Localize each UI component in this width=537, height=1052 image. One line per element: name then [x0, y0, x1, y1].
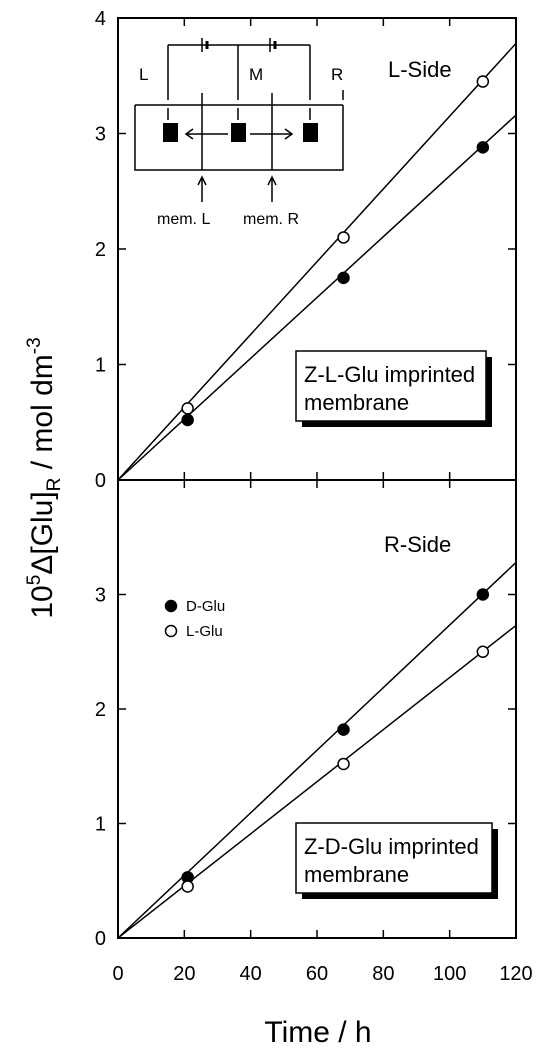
- inset-cell-outline: [134, 105, 344, 171]
- legend-label-l-glu: L-Glu: [186, 623, 223, 640]
- inset-label-r: R: [331, 65, 343, 84]
- x-axis-label: Time / h: [264, 1016, 371, 1049]
- inset-electrode-r: [303, 123, 318, 142]
- bottom-box-frame: [295, 822, 493, 894]
- legend: D-Glu L-Glu: [164, 598, 225, 640]
- x-tick-label: 60: [306, 963, 328, 985]
- legend-label-d-glu: D-Glu: [186, 598, 225, 615]
- data-point-l-glu: [337, 231, 350, 244]
- data-point-d-glu: [476, 588, 490, 601]
- inset-electrode-m: [231, 123, 246, 142]
- bottom-box-label: Z-D-Glu imprinted membrane: [295, 822, 498, 899]
- x-tick-label: 40: [240, 963, 262, 985]
- legend-marker-d-glu: [164, 599, 178, 613]
- bottom-box-line2: membrane: [304, 862, 409, 887]
- data-point-d-glu: [337, 723, 350, 736]
- inset-label-m: M: [249, 65, 263, 84]
- x-tick-label: 0: [112, 963, 123, 985]
- y-axis-label: 105Δ[Glu]R / mol dm-3: [24, 337, 65, 618]
- data-point-l-glu: [476, 75, 490, 88]
- y-tick-label: 1: [95, 814, 106, 836]
- inset-arrow-right-head: [284, 128, 294, 140]
- y-tick-label: 1: [95, 355, 106, 377]
- bottom-corner-label: R-Side: [384, 532, 451, 557]
- top-box-frame: [295, 350, 487, 422]
- inset-diagram: [134, 38, 344, 202]
- x-tick-label: 80: [372, 963, 394, 985]
- x-tick-label: 20: [173, 963, 195, 985]
- y-tick-label: 0: [95, 928, 106, 950]
- inset-arrow-left-head: [184, 128, 194, 140]
- y-tick-label: 0: [95, 470, 106, 492]
- chart-marks: [117, 42, 517, 939]
- inset-pointer-mem-r-head: [267, 175, 277, 186]
- data-point-l-glu: [337, 757, 350, 771]
- inset-pointer-mem-l-head: [197, 175, 207, 186]
- data-point-l-glu: [181, 880, 194, 893]
- top-box-line1: Z-L-Glu imprinted: [304, 362, 475, 387]
- inset-electrode-l: [163, 123, 178, 142]
- y-tick-label: 2: [95, 699, 106, 721]
- inset-label-l: L: [139, 65, 148, 84]
- data-point-d-glu: [337, 271, 350, 285]
- y-tick-label: 3: [95, 124, 106, 146]
- top-box-label: Z-L-Glu imprinted membrane: [295, 350, 492, 427]
- data-point-l-glu: [181, 402, 194, 415]
- y-tick-label: 2: [95, 239, 106, 261]
- bottom-box-line1: Z-D-Glu imprinted: [304, 834, 479, 859]
- data-point-l-glu: [476, 645, 490, 658]
- inset-label-mem-l: mem. L: [157, 211, 210, 228]
- inset-label-mem-r: mem. R: [243, 211, 299, 228]
- data-point-d-glu: [181, 413, 194, 427]
- x-tick-label: 120: [499, 963, 532, 985]
- y-tick-label: 4: [95, 8, 106, 30]
- top-corner-label: L-Side: [388, 57, 452, 82]
- top-box-line2: membrane: [304, 390, 409, 415]
- y-tick-label: 3: [95, 585, 106, 607]
- legend-marker-l-glu: [164, 624, 178, 638]
- x-tick-label: 100: [433, 963, 466, 985]
- data-point-d-glu: [476, 141, 490, 154]
